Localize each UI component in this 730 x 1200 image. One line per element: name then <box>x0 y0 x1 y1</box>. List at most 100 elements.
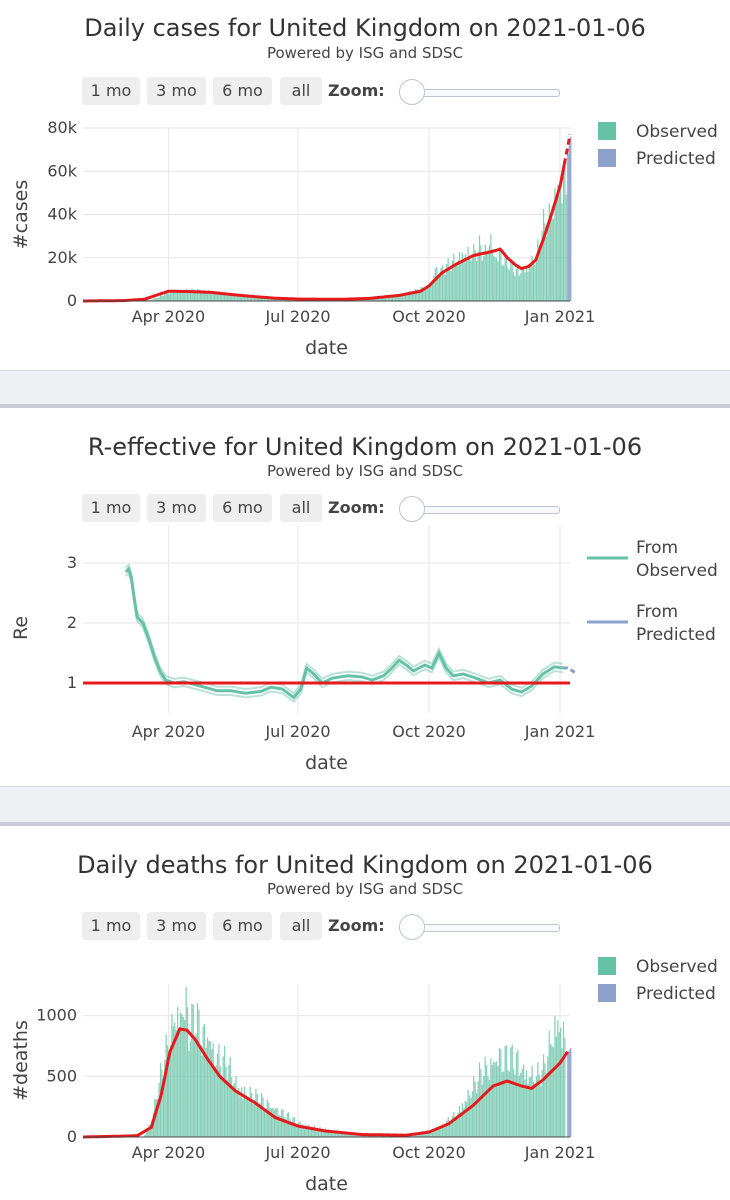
observed-bar <box>515 268 518 301</box>
x-tick-label: Oct 2020 <box>392 722 465 741</box>
observed-bar <box>387 297 389 301</box>
x-axis-label: date <box>305 752 348 774</box>
observed-bar <box>504 1046 506 1137</box>
observed-bar <box>266 1099 268 1137</box>
observed-bar <box>457 1112 459 1137</box>
observed-bar <box>507 1069 509 1137</box>
observed-bar <box>245 1094 247 1137</box>
predicted-bar <box>567 153 569 301</box>
observed-bar <box>242 1098 244 1137</box>
observed-bar <box>468 1095 471 1137</box>
observed-bar <box>440 268 442 301</box>
zoom-label: Zoom: <box>328 916 385 935</box>
observed-bar <box>265 298 267 301</box>
observed-bar <box>259 297 261 301</box>
observed-bar <box>397 295 399 301</box>
chart-title: Daily deaths for United Kingdom on 2021-… <box>77 851 653 879</box>
observed-bar <box>349 1134 351 1137</box>
observed-bar <box>483 1076 485 1137</box>
btn-1-month[interactable]: 1 mo <box>82 912 140 940</box>
observed-bar <box>302 1124 304 1137</box>
observed-bar <box>436 1126 438 1137</box>
observed-bar <box>221 294 223 301</box>
observed-bar <box>551 1045 553 1137</box>
observed-bar <box>485 252 488 301</box>
legend-observed-label: Observed <box>636 957 718 977</box>
observed-bar <box>557 184 559 301</box>
y-tick-label: 60k <box>47 161 77 180</box>
observed-bar <box>336 1132 338 1137</box>
observed-bar <box>484 1056 486 1137</box>
observed-bar <box>350 1133 352 1137</box>
observed-bar <box>527 1083 529 1137</box>
observed-bar <box>307 1124 310 1137</box>
observed-bar <box>182 291 184 301</box>
btn-6-months[interactable]: 6 mo <box>213 494 272 522</box>
zoom-slider-knob[interactable] <box>399 79 425 105</box>
observed-bar <box>451 260 454 301</box>
btn-all[interactable]: all <box>280 494 322 522</box>
observed-bar <box>561 1048 563 1137</box>
observed-bar <box>316 1129 318 1137</box>
btn-6-months[interactable]: 6 mo <box>213 77 272 105</box>
observed-bar <box>447 1117 449 1137</box>
observed-bar <box>285 1118 287 1137</box>
legend-predicted-label: Predicted <box>636 149 716 169</box>
x-tick-label: Jan 2021 <box>524 307 595 326</box>
observed-bar <box>403 293 405 301</box>
observed-bar <box>560 1027 562 1137</box>
btn-6-months[interactable]: 6 mo <box>213 912 272 940</box>
observed-bar <box>555 201 557 301</box>
observed-bar <box>468 255 471 301</box>
btn-all[interactable]: all <box>280 77 322 105</box>
observed-bar <box>414 288 417 301</box>
zoom-slider-knob[interactable] <box>399 914 425 940</box>
observed-bar <box>164 294 166 301</box>
observed-bar <box>534 1086 536 1137</box>
observed-bar <box>258 1106 260 1137</box>
observed-bar <box>494 1062 496 1137</box>
observed-bar <box>458 1105 461 1137</box>
observed-bar <box>401 295 404 301</box>
observed-bar <box>434 1128 436 1137</box>
btn-1-month[interactable]: 1 mo <box>82 77 140 105</box>
btn-3-months[interactable]: 3 mo <box>147 912 206 940</box>
observed-bar <box>176 1007 179 1137</box>
observed-bar <box>229 1057 231 1137</box>
observed-bar <box>275 298 277 301</box>
observed-bar <box>392 297 394 301</box>
observed-bar <box>223 1045 226 1137</box>
observed-bar <box>430 1129 432 1137</box>
observed-bar <box>504 253 506 301</box>
observed-bar <box>279 299 281 301</box>
btn-all[interactable]: all <box>280 912 322 940</box>
observed-bar <box>263 1108 266 1137</box>
observed-bar <box>276 1107 278 1137</box>
observed-bar <box>238 295 240 301</box>
observed-bar <box>246 296 248 301</box>
zoom-slider-knob[interactable] <box>399 496 425 522</box>
observed-bar <box>164 1060 166 1137</box>
btn-3-months[interactable]: 3 mo <box>147 494 206 522</box>
observed-bar <box>155 297 157 301</box>
observed-bar <box>192 1004 194 1137</box>
y-axis-label: #deaths <box>10 1020 32 1101</box>
observed-bar <box>494 257 496 301</box>
btn-3-months[interactable]: 3 mo <box>147 77 206 105</box>
observed-bar <box>419 1133 421 1137</box>
observed-bar <box>491 249 493 301</box>
observed-bar <box>372 298 374 301</box>
observed-bar <box>251 296 253 301</box>
observed-bar <box>515 1052 518 1137</box>
observed-bar <box>242 296 244 301</box>
observed-bar <box>216 291 219 301</box>
trend-line <box>83 1027 566 1139</box>
observed-bar <box>483 256 485 301</box>
observed-bar <box>206 291 209 301</box>
observed-bar <box>505 1045 508 1137</box>
x-tick-label: Jul 2020 <box>264 722 330 741</box>
observed-bar <box>558 195 560 301</box>
x-axis-label: date <box>305 1173 348 1195</box>
btn-1-month[interactable]: 1 mo <box>82 494 140 522</box>
observed-bar <box>162 1080 164 1137</box>
